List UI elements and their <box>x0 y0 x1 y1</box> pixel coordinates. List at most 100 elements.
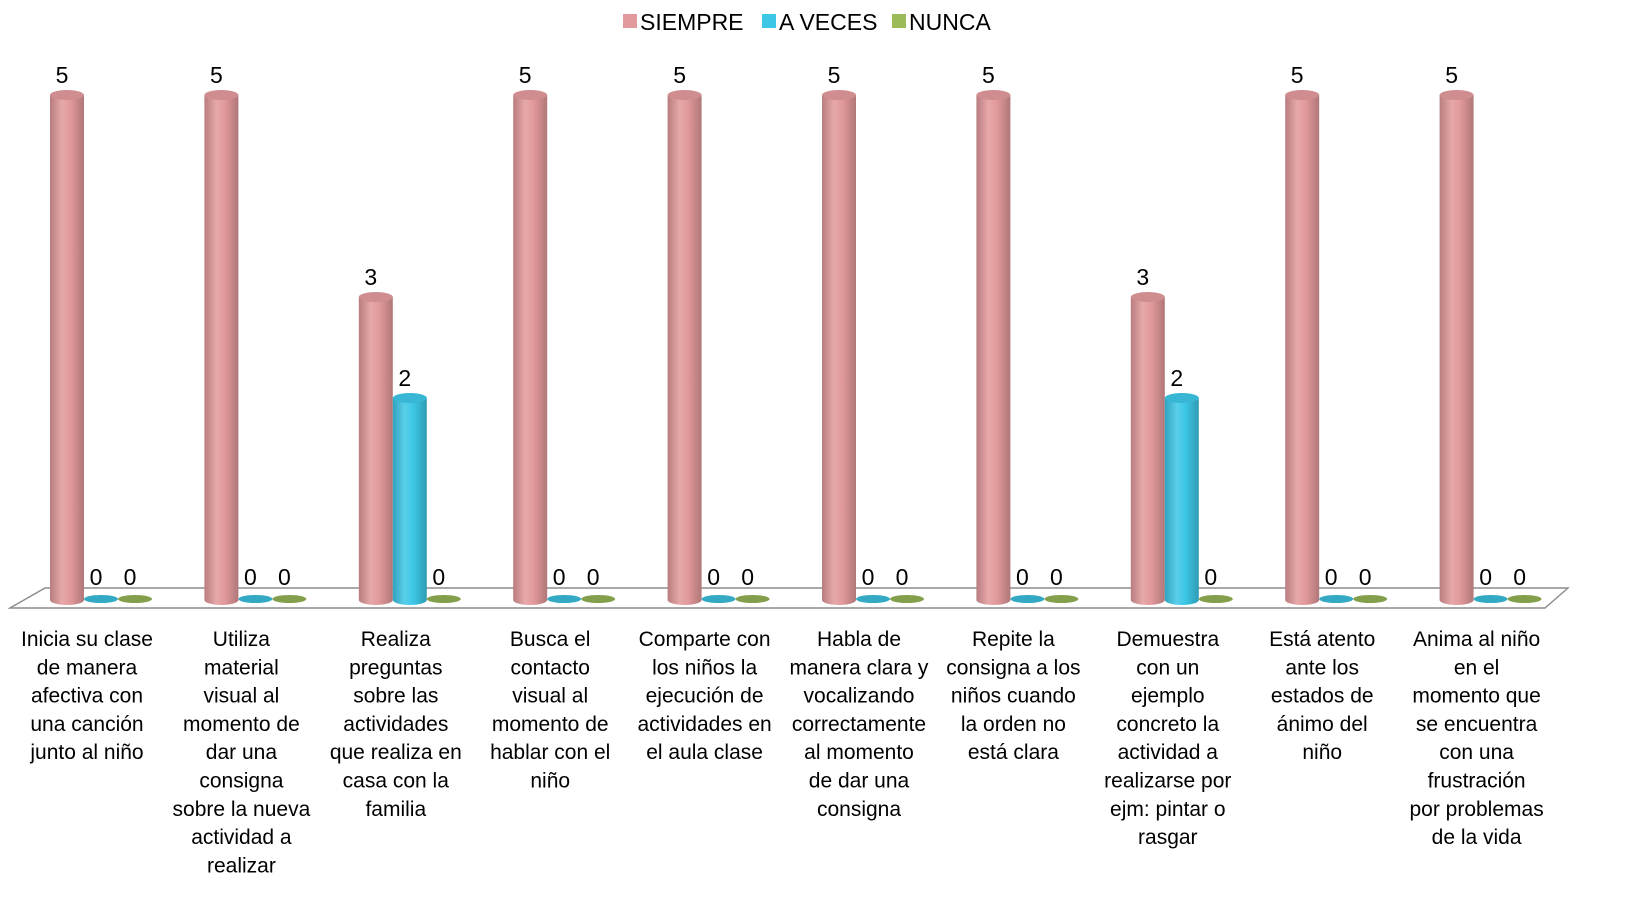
category-labels: Inicia su clase de manera afectiva con una … <box>21 628 1544 877</box>
bar-zero-disc <box>272 595 307 603</box>
bar-siempre-8 <box>1130 292 1165 605</box>
legend-item-siempre: SIEMPRE <box>623 9 744 35</box>
value-label-siempre-7: 5 <box>982 62 995 88</box>
bar-zero-disc <box>856 595 890 603</box>
category-label-line: visual al <box>203 685 279 708</box>
category-label-line: contacto <box>511 656 590 679</box>
value-label-siempre-9: 5 <box>1291 62 1304 88</box>
bar-zero-disc <box>1198 595 1233 603</box>
category-label-line: consigna a los <box>946 656 1080 679</box>
category-label-line: sobre la nueva <box>173 798 311 821</box>
bar-zero-disc <box>426 595 461 603</box>
category-label-line: se encuentra <box>1416 713 1538 736</box>
category-label-line: la orden no <box>961 713 1066 736</box>
category-label-line: consigna <box>817 798 901 821</box>
category-label-line: realizar <box>207 854 276 877</box>
category-label-line: Busca el <box>510 628 591 651</box>
category-label-line: de manera <box>37 656 138 679</box>
category-label-line: ejecución de <box>646 685 764 708</box>
bar-zero-disc <box>118 595 152 603</box>
legend-item-a-veces: A VECES <box>762 9 877 35</box>
category-label-line: por problemas <box>1409 798 1543 821</box>
category-label-line: niño <box>530 770 570 793</box>
category-label-line: con un <box>1136 656 1199 679</box>
bar-nunca-7 <box>1044 595 1079 603</box>
legend-swatch <box>762 14 776 28</box>
bar-siempre-7 <box>976 90 1011 605</box>
bar-zero-disc <box>1473 595 1508 603</box>
value-label-siempre-2: 5 <box>210 62 223 88</box>
category-label-line: de dar una <box>809 770 910 793</box>
bar-siempre-3 <box>358 292 393 605</box>
category-label-line: Habla de <box>817 628 901 651</box>
category-label-line: está clara <box>968 741 1059 764</box>
bar-top <box>392 393 427 403</box>
bar-zero-disc <box>1044 595 1079 603</box>
value-label-a-veces-10: 0 <box>1479 564 1492 590</box>
bar-top <box>822 90 856 100</box>
category-label-line: momento de <box>492 713 609 736</box>
legend-item-nunca: NUNCA <box>892 9 991 35</box>
bar-body <box>667 95 702 605</box>
category-label-line: actividad a <box>1118 741 1219 764</box>
value-label-a-veces-8: 2 <box>1170 365 1183 391</box>
category-label-line: casa con la <box>343 770 450 793</box>
category-label-line: manera clara y <box>790 656 929 679</box>
bar-top <box>513 90 548 100</box>
value-label-a-veces-6: 0 <box>862 564 875 590</box>
category-label-line: Utiliza <box>213 628 270 651</box>
legend-label: A VECES <box>779 9 877 35</box>
bar-nunca-4 <box>581 595 616 603</box>
category-label-line: momento de <box>183 713 300 736</box>
bar-a-veces-4 <box>547 595 582 603</box>
category-label-line: consigna <box>199 770 283 793</box>
legend: SIEMPRE A VECES NUNCA <box>623 9 991 35</box>
bar-nunca-9 <box>1353 595 1388 603</box>
bar-zero-disc <box>890 595 924 603</box>
category-label-line: niño <box>1302 741 1342 764</box>
bar-body <box>1285 95 1320 605</box>
bar-body <box>50 95 84 605</box>
category-label-line: los niños la <box>652 656 757 679</box>
category-label-line: visual al <box>512 685 588 708</box>
bar-nunca-1 <box>118 595 152 603</box>
category-label-7: Repite la consigna a los niños cuando la or… <box>946 628 1080 764</box>
bar-a-veces-9 <box>1319 595 1354 603</box>
bar-top <box>358 292 393 302</box>
category-label-line: actividad a <box>191 826 292 849</box>
value-label-a-veces-1: 0 <box>90 564 103 590</box>
bars <box>50 90 1542 605</box>
category-label-1: Inicia su clase de manera afectiva con una … <box>21 628 153 764</box>
bar-nunca-3 <box>426 595 461 603</box>
bar-body <box>392 398 427 605</box>
category-label-line: que realiza en <box>330 741 462 764</box>
value-label-siempre-5: 5 <box>673 62 686 88</box>
value-label-siempre-6: 5 <box>828 62 841 88</box>
bar-body <box>976 95 1011 605</box>
value-label-siempre-1: 5 <box>56 62 69 88</box>
bar-a-veces-2 <box>238 595 273 603</box>
value-label-a-veces-3: 2 <box>398 365 411 391</box>
category-label-line: actividades <box>343 713 448 736</box>
bar-top <box>204 90 239 100</box>
bar-nunca-2 <box>272 595 307 603</box>
category-label-line: material <box>204 656 279 679</box>
bar-zero-disc <box>84 595 118 603</box>
value-label-a-veces-4: 0 <box>553 564 566 590</box>
value-label-a-veces-9: 0 <box>1325 564 1338 590</box>
bar-nunca-5 <box>735 595 770 603</box>
category-label-line: momento que <box>1412 685 1540 708</box>
bar-siempre-5 <box>667 90 702 605</box>
bar-top <box>1130 292 1165 302</box>
value-label-nunca-9: 0 <box>1359 564 1372 590</box>
value-label-nunca-5: 0 <box>741 564 754 590</box>
bar-zero-disc <box>238 595 273 603</box>
value-label-siempre-4: 5 <box>519 62 532 88</box>
value-label-nunca-7: 0 <box>1050 564 1063 590</box>
category-label-line: con una <box>1439 741 1514 764</box>
category-label-line: ante los <box>1285 656 1359 679</box>
bar-top <box>1439 90 1474 100</box>
category-label-line: hablar con el <box>490 741 610 764</box>
bar-body <box>1130 297 1165 605</box>
